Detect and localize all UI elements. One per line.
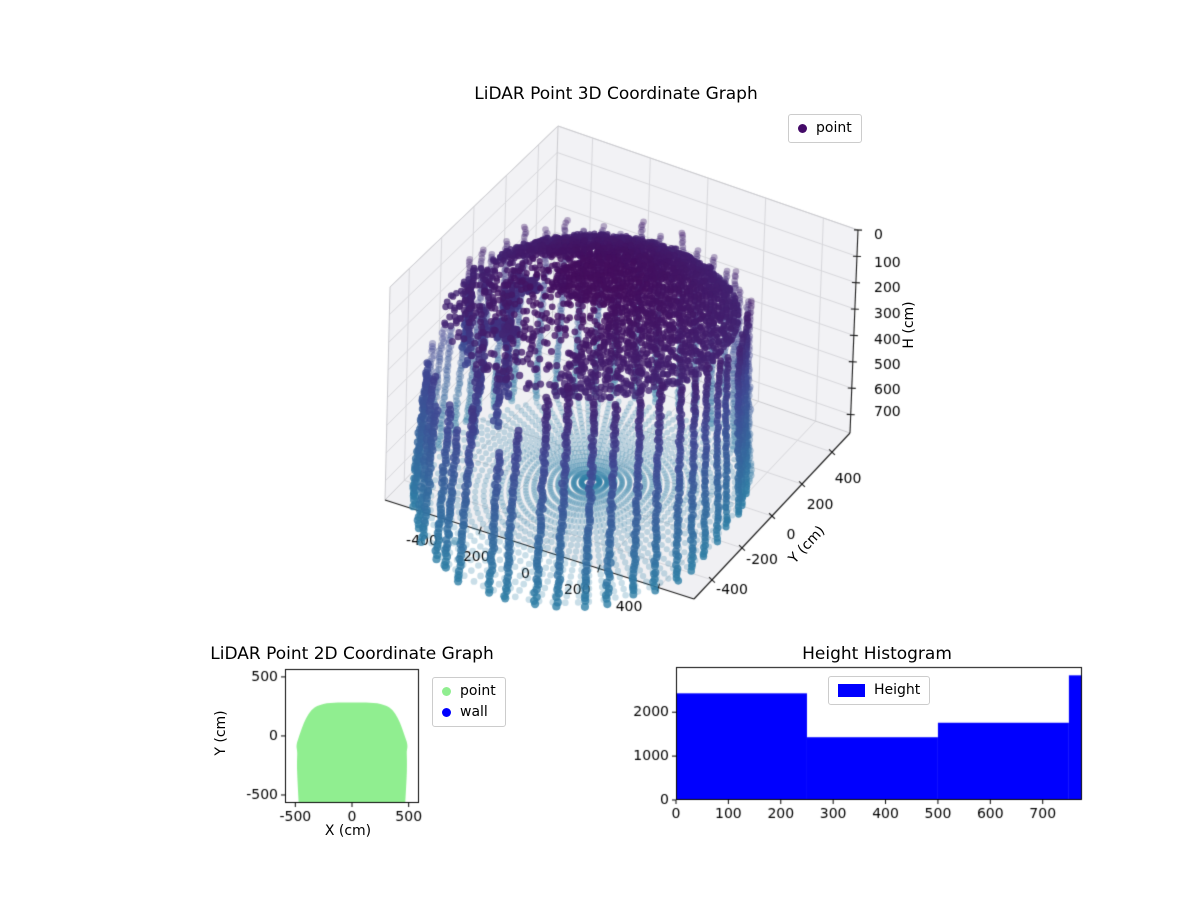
2d-x-axis-label: X (cm) [324,823,372,839]
2d-legend-label-point: point [460,683,496,700]
2d-legend-item-wall: wall [442,702,496,723]
point-marker-icon [798,124,807,133]
2d-plot-title: LiDAR Point 2D Coordinate Graph [210,644,494,664]
histogram-legend-label: Height [874,682,921,699]
2d-scatter-canvas [200,640,460,855]
3d-legend-item-point: point [798,118,852,139]
2d-y-axis-label: Y (cm) [213,710,229,756]
3d-legend-label: point [816,120,852,137]
histogram-legend: Height [828,676,931,705]
2d-legend: point wall [432,677,506,727]
3d-scatter-canvas [320,100,960,660]
3d-plot-title: LiDAR Point 3D Coordinate Graph [474,84,758,104]
histogram-title: Height Histogram [802,644,952,664]
2d-legend-label-wall: wall [460,704,488,721]
3d-legend: point [788,114,862,143]
wall-marker-icon [442,708,451,717]
point-marker-icon [442,687,451,696]
height-swatch-icon [838,684,865,697]
3d-h-axis-label: H (cm) [901,301,917,349]
histogram-legend-item: Height [838,680,920,701]
2d-legend-item-point: point [442,681,496,702]
